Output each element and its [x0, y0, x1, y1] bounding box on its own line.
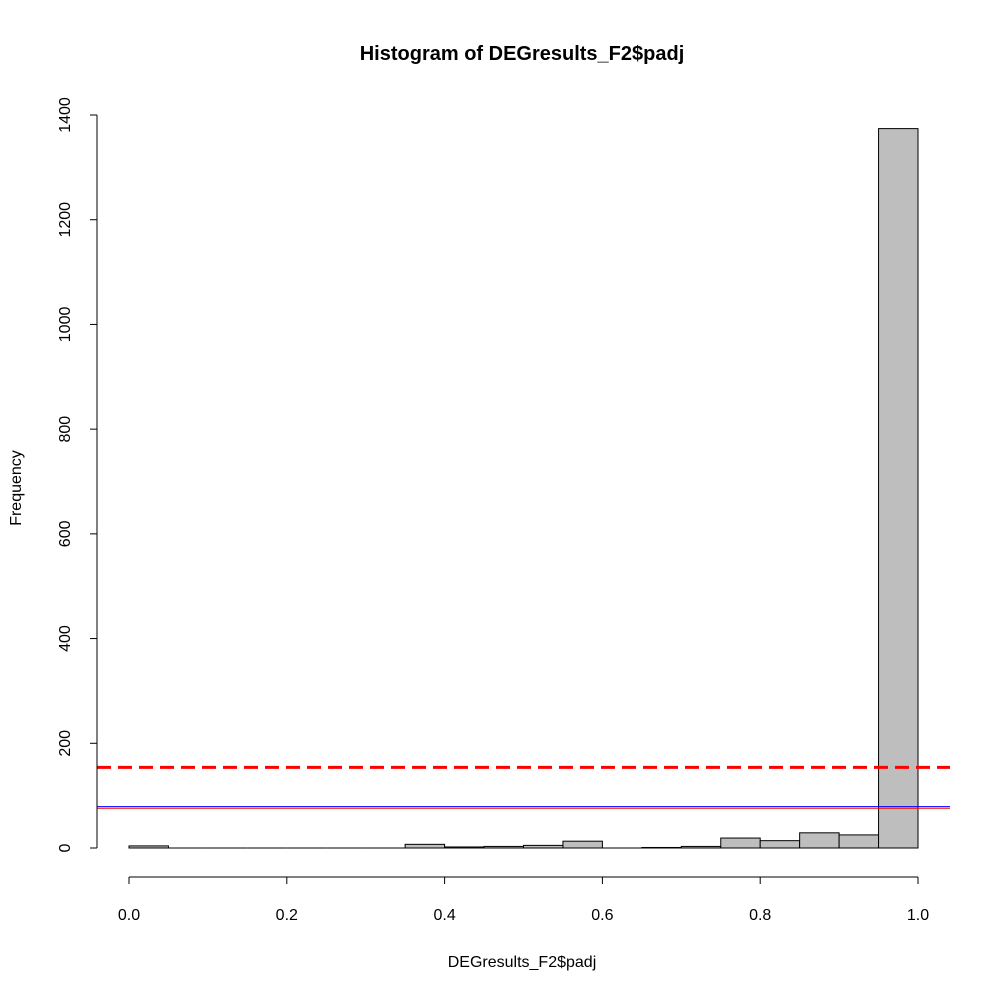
histogram-bar: [444, 846, 485, 849]
y-tick-label: 600: [57, 520, 74, 547]
reference-lines-group: [97, 765, 950, 809]
histogram-bar: [838, 834, 880, 849]
x-tick-label: 0.4: [433, 907, 455, 924]
histogram-bar: [720, 837, 761, 849]
chart-title: Histogram of DEGresults_F2$padj: [360, 43, 685, 65]
x-axis: 0.0 0.2 0.4 0.6 0.8 1.0: [118, 876, 929, 924]
histogram-bar: [128, 845, 169, 849]
histogram-bar: [799, 832, 840, 849]
x-tick-label: 1.0: [907, 907, 929, 924]
y-axis: 0 200 400 600 800 1000 1200 1400: [57, 97, 98, 852]
x-tick-label: 0.6: [591, 907, 613, 924]
y-axis-label: Frequency: [8, 450, 25, 526]
y-tick-label: 1000: [57, 307, 74, 343]
y-tick-label: 800: [57, 416, 74, 443]
y-tick-label: 400: [57, 625, 74, 652]
histogram-bar: [562, 840, 603, 849]
histogram-bar: [680, 845, 722, 849]
histogram-bar: [641, 846, 682, 849]
histogram-bar: [404, 843, 446, 849]
y-tick-label: 1200: [57, 202, 74, 238]
x-axis-label: DEGresults_F2$padj: [448, 954, 597, 971]
x-tick-label: 0.8: [749, 907, 771, 924]
x-tick-label: 0.0: [118, 907, 140, 924]
bars-group: [128, 128, 919, 849]
histogram-bar: [483, 845, 524, 849]
y-tick-label: 200: [57, 730, 74, 757]
histogram-bar: [759, 840, 801, 849]
y-tick-label: 1400: [57, 97, 74, 133]
x-tick-label: 0.2: [276, 907, 298, 924]
y-tick-label: 0: [57, 843, 74, 852]
histogram-bar: [878, 128, 919, 849]
histogram-bar: [523, 844, 564, 849]
